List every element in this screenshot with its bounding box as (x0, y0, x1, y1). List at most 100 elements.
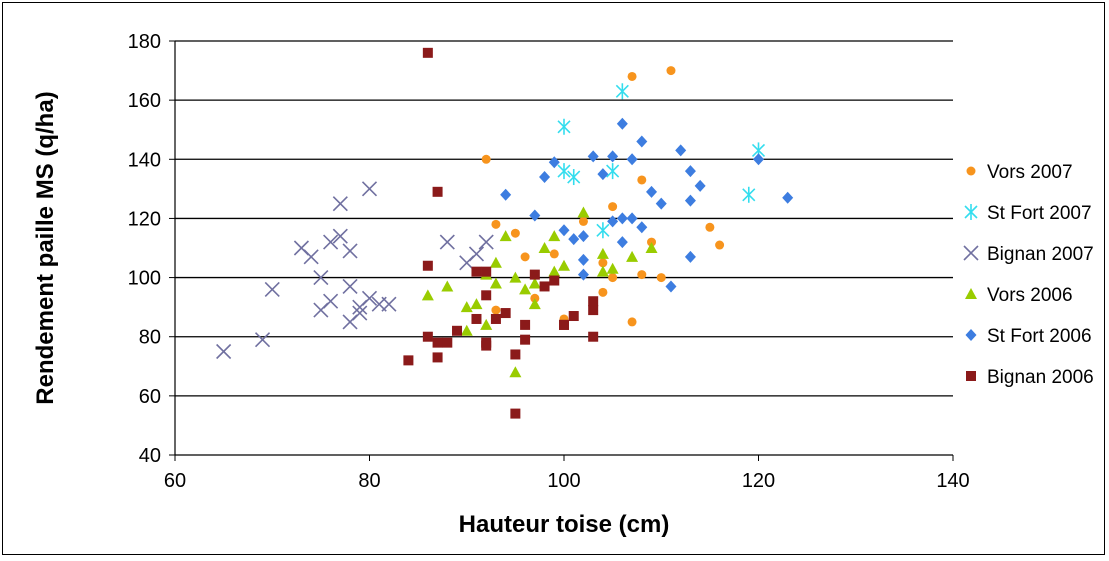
point-vors-2007 (510, 228, 520, 238)
point-bignan-2007 (478, 234, 494, 250)
point-bignan-2006 (559, 319, 569, 330)
point-vors-2006 (499, 230, 512, 242)
point-st-fort-2006 (636, 221, 648, 234)
point-st-fort-2006 (626, 212, 638, 225)
point-st-fort-2006 (539, 171, 551, 184)
y-tick-label: 180 (128, 31, 161, 53)
x-tick-label: 100 (547, 470, 580, 492)
point-vors-2006 (548, 265, 561, 277)
legend-label-st-fort-2006: St Fort 2006 (987, 326, 1092, 347)
point-bignan-2006 (432, 352, 443, 363)
legend-marker-st-fort-2007 (964, 204, 978, 220)
point-st-fort-2006 (607, 150, 619, 163)
point-bignan-2006 (520, 319, 531, 330)
y-tick-label: 40 (139, 445, 161, 467)
point-vors-2006 (645, 242, 658, 253)
data-points (216, 47, 794, 419)
point-vors-2006 (421, 289, 434, 301)
gridlines (175, 40, 953, 397)
point-vors-2006 (509, 271, 522, 283)
point-bignan-2007 (342, 243, 358, 259)
point-vors-2007 (491, 219, 501, 229)
point-bignan-2006 (568, 311, 579, 322)
point-st-fort-2007 (596, 222, 610, 239)
point-bignan-2006 (529, 269, 540, 280)
point-bignan-2007 (439, 234, 455, 250)
point-vors-2007 (637, 175, 647, 185)
point-vors-2006 (528, 298, 541, 310)
point-vors-2006 (548, 230, 561, 242)
point-bignan-2006 (490, 313, 501, 324)
point-bignan-2007 (352, 305, 368, 321)
legend-label-vors-2006: Vors 2006 (987, 285, 1073, 306)
point-st-fort-2007 (557, 163, 571, 180)
legend-marker-bignan-2006 (966, 371, 976, 381)
point-st-fort-2007 (567, 169, 581, 186)
point-bignan-2006 (481, 290, 492, 301)
point-st-fort-2006 (616, 236, 628, 249)
point-st-fort-2006 (753, 153, 764, 166)
point-st-fort-2006 (529, 209, 541, 222)
point-st-fort-2006 (616, 117, 628, 130)
point-st-fort-2006 (655, 197, 667, 210)
point-bignan-2006 (432, 186, 443, 197)
point-vors-2006 (460, 324, 473, 336)
point-vors-2007 (549, 249, 559, 259)
point-vors-2006 (441, 280, 454, 292)
point-vors-2007 (637, 270, 647, 280)
point-bignan-2006 (588, 331, 599, 342)
point-bignan-2007 (264, 281, 280, 297)
point-vors-2006 (519, 283, 532, 295)
y-tick-labels: 40 60 80 100 120 140 160 180 (128, 31, 161, 467)
y-tick-label: 80 (139, 327, 161, 349)
point-vors-2006 (538, 242, 551, 253)
point-st-fort-2006 (684, 250, 696, 263)
point-st-fort-2006 (607, 215, 619, 228)
point-st-fort-2006 (597, 168, 609, 181)
point-vors-2006 (528, 277, 541, 289)
point-st-fort-2006 (626, 153, 638, 166)
point-bignan-2006 (549, 275, 560, 286)
point-vors-2007 (627, 71, 637, 81)
point-bignan-2007 (303, 249, 319, 265)
point-st-fort-2006 (684, 165, 696, 178)
point-st-fort-2006 (568, 233, 580, 246)
y-tick-label: 60 (139, 386, 161, 408)
point-vors-2006 (460, 301, 473, 313)
point-bignan-2006 (510, 349, 521, 360)
point-vors-2006 (489, 256, 502, 268)
point-vors-2006 (509, 366, 522, 378)
point-vors-2006 (489, 277, 502, 289)
legend: Vors 2007 St Fort 2007 Bignan 2007 Vors 200… (963, 162, 1094, 388)
x-tick-label: 140 (936, 470, 969, 492)
legend-marker-vors-2007 (966, 166, 976, 176)
point-bignan-2006 (422, 331, 433, 342)
point-bignan-2006 (471, 266, 482, 277)
point-bignan-2006 (510, 408, 521, 419)
point-vors-2007 (656, 273, 666, 283)
point-bignan-2007 (332, 228, 348, 244)
point-bignan-2007 (468, 246, 485, 262)
point-vors-2007 (598, 258, 608, 268)
point-bignan-2006 (539, 281, 550, 292)
point-st-fort-2006 (558, 224, 570, 237)
legend-marker-vors-2006 (965, 288, 977, 299)
point-vors-2007 (666, 66, 676, 76)
point-vors-2007 (627, 317, 637, 327)
point-bignan-2006 (452, 325, 463, 336)
point-st-fort-2006 (616, 212, 628, 225)
legend-marker-st-fort-2006 (965, 329, 977, 341)
point-vors-2007 (598, 287, 608, 297)
point-vors-2006 (577, 206, 590, 218)
point-st-fort-2007 (557, 118, 571, 135)
point-bignan-2006 (481, 340, 492, 351)
point-bignan-2006 (442, 337, 453, 348)
point-bignan-2007 (323, 293, 339, 309)
point-vors-2006 (596, 265, 609, 277)
point-bignan-2007 (254, 332, 271, 348)
point-st-fort-2006 (675, 144, 687, 157)
point-st-fort-2006 (577, 230, 589, 243)
point-vors-2006 (558, 259, 570, 271)
